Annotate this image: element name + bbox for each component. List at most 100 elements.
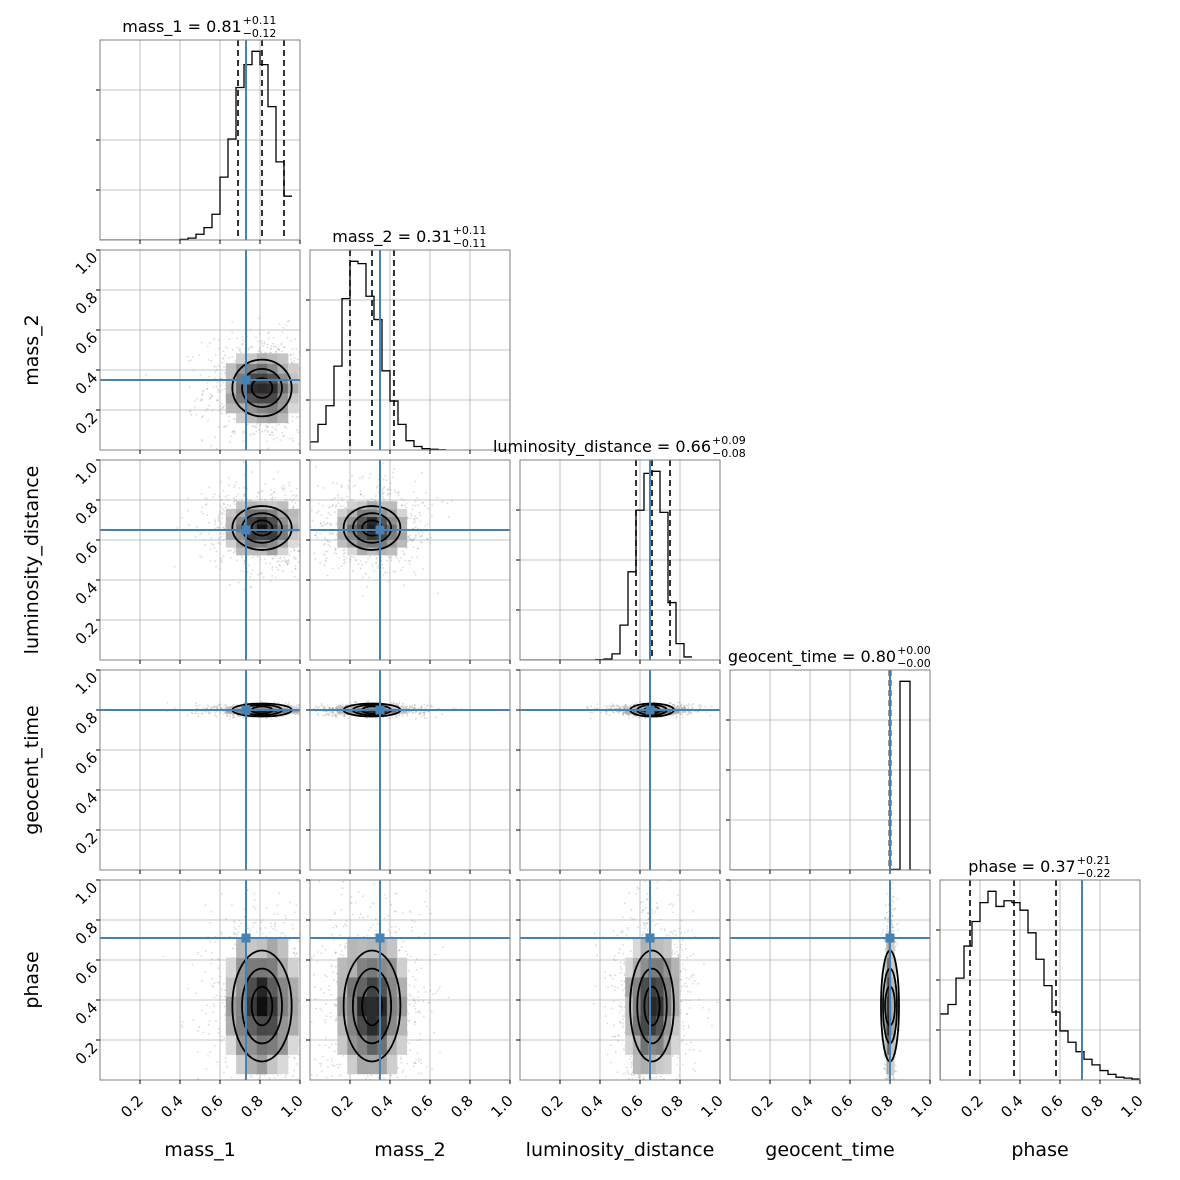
sample-point [246, 487, 249, 490]
sample-point [329, 545, 332, 548]
density-block [267, 392, 279, 404]
sample-point [286, 336, 289, 339]
sample-point [213, 706, 215, 709]
sample-point [328, 714, 330, 717]
sample-point [200, 532, 203, 535]
sample-point [232, 417, 235, 420]
sample-point [420, 541, 423, 543]
sample-point [243, 486, 245, 489]
sample-point [201, 415, 204, 417]
sample-point [243, 493, 245, 496]
sample-point [301, 547, 303, 549]
sample-point [233, 503, 236, 506]
sample-point [366, 499, 369, 502]
sample-point [220, 373, 223, 376]
sample-point [222, 350, 225, 353]
sample-point [218, 512, 221, 515]
sample-point [230, 435, 233, 438]
sample-point [261, 489, 264, 492]
density-block [386, 516, 398, 525]
panel-frame [309, 249, 511, 451]
sample-point [190, 359, 192, 362]
sample-point [397, 704, 400, 707]
sample-point [214, 519, 217, 522]
sample-point [306, 705, 308, 707]
sample-point [362, 576, 364, 579]
sample-point [208, 404, 210, 407]
sample-point [336, 494, 339, 497]
sample-point [307, 355, 309, 357]
sample-point [354, 701, 356, 704]
sample-point [241, 455, 243, 457]
sample-point [209, 712, 212, 714]
sample-point [198, 354, 201, 357]
sample-point [323, 542, 326, 545]
sample-point [308, 537, 310, 539]
sample-point [278, 323, 281, 325]
sample-point [266, 346, 269, 349]
sample-point [226, 504, 229, 507]
sample-point [306, 360, 308, 362]
sample-point [382, 567, 385, 570]
sample-point [320, 704, 323, 707]
sample-point [216, 451, 218, 453]
sample-point [394, 714, 397, 717]
sample-point [229, 549, 232, 552]
sample-point [314, 534, 316, 537]
sample-point [257, 340, 260, 343]
sample-point [287, 559, 289, 562]
sample-point [218, 389, 221, 392]
sample-point [270, 345, 273, 348]
sample-point [217, 703, 220, 706]
truth-marker [375, 525, 385, 535]
sample-point [257, 428, 260, 431]
sample-point [322, 714, 324, 717]
sample-point [325, 560, 327, 563]
sample-point [411, 539, 414, 542]
histogram-mass_1 [100, 50, 292, 240]
sample-point [413, 706, 416, 709]
sample-point [398, 702, 401, 704]
sample-point [390, 557, 393, 559]
sample-point [187, 509, 189, 512]
sample-point [374, 561, 377, 564]
density-block [386, 501, 398, 510]
sample-point [215, 447, 218, 450]
sample-point [241, 342, 244, 345]
sample-point [301, 528, 303, 530]
sample-point [303, 397, 305, 399]
panel-background [310, 460, 510, 660]
sample-point [341, 703, 344, 706]
sample-point [329, 522, 331, 525]
density-block [287, 531, 299, 540]
sample-point [231, 356, 234, 358]
sample-point [419, 712, 422, 715]
sample-point [290, 704, 293, 707]
sample-point [271, 557, 274, 560]
sample-point [285, 559, 287, 561]
sample-point [285, 561, 288, 564]
truth-marker [241, 375, 251, 385]
sample-point [342, 555, 345, 558]
sample-point [218, 495, 221, 498]
sample-point [426, 537, 429, 540]
sample-point [284, 499, 287, 501]
sample-point [424, 706, 427, 709]
sample-point [239, 451, 241, 453]
sample-point [222, 532, 225, 535]
sample-point [360, 493, 363, 495]
sample-point [419, 520, 422, 523]
sample-point [324, 714, 326, 717]
sample-point [328, 506, 330, 509]
density-block [246, 705, 258, 709]
sample-point [258, 492, 260, 495]
contour-level [231, 358, 293, 418]
sample-point [259, 572, 262, 575]
density-block [277, 501, 289, 510]
sample-point [286, 704, 289, 706]
sample-point [410, 710, 413, 713]
sample-point [420, 706, 423, 708]
sample-point [250, 573, 253, 575]
sample-point [347, 717, 350, 720]
sample-point [350, 499, 353, 502]
